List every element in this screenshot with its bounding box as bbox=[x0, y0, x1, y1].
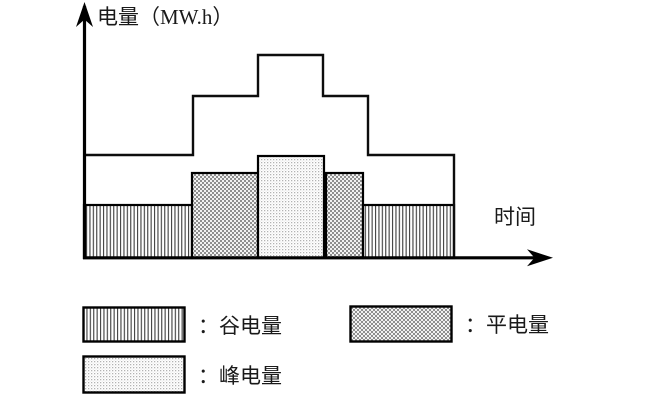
legend-item-flat: ：平电量 bbox=[349, 305, 549, 343]
valley-hatch-swatch bbox=[82, 306, 186, 343]
peak-hatch-swatch bbox=[82, 355, 186, 394]
bar-valley bbox=[361, 203, 456, 260]
legend-item-peak: ：峰电量 bbox=[82, 355, 282, 394]
y-axis-arrow-icon bbox=[76, 2, 93, 27]
bars-group bbox=[82, 154, 456, 260]
legend-swatch-peak bbox=[82, 355, 186, 394]
outline-group bbox=[84, 53, 456, 258]
legend-label-valley: ：谷电量 bbox=[198, 313, 282, 338]
legend-item-valley: ：谷电量 bbox=[82, 306, 282, 343]
legend-label-peak: ：峰电量 bbox=[198, 363, 282, 388]
bar-flat bbox=[190, 171, 260, 260]
legend-label-flat: ：平电量 bbox=[465, 313, 549, 337]
bar-flat bbox=[324, 171, 365, 260]
bar-peak bbox=[256, 154, 326, 260]
chart-svg bbox=[76, 2, 553, 267]
y-axis-label: 电量（MW.h） bbox=[97, 5, 234, 29]
legend-swatch-flat bbox=[349, 305, 453, 343]
bar-valley bbox=[82, 203, 194, 260]
load-step-outline bbox=[84, 53, 456, 258]
legend-swatch-valley bbox=[82, 306, 186, 343]
x-axis-arrow-icon bbox=[527, 249, 553, 267]
flat-hatch-swatch bbox=[349, 305, 453, 343]
x-axis-label: 时间 bbox=[494, 205, 536, 229]
